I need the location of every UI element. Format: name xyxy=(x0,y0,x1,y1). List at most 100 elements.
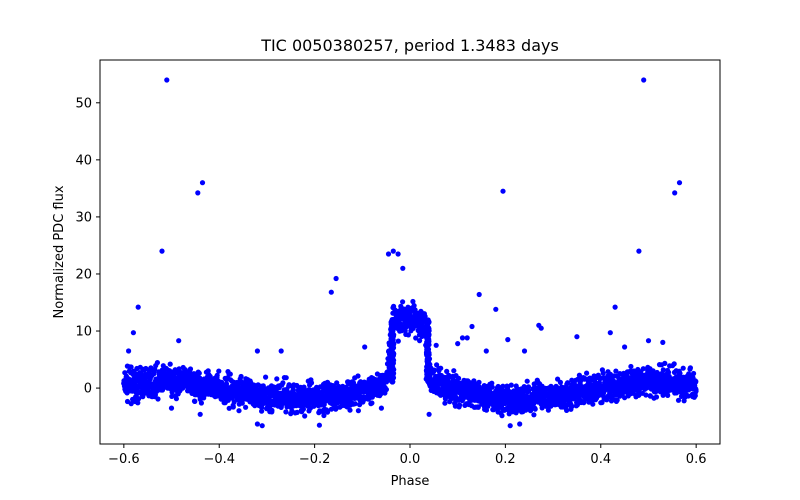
x-axis-ticks: −0.6 −0.4 −0.2 0.0 0.2 0.4 0.6 xyxy=(108,444,706,467)
data-point xyxy=(628,363,634,370)
chart-title: TIC 0050380257, period 1.3483 days xyxy=(260,36,559,55)
data-point xyxy=(198,400,204,406)
data-point xyxy=(425,375,431,381)
data-point xyxy=(636,248,642,254)
data-point xyxy=(531,412,537,418)
data-point xyxy=(557,379,564,385)
data-point xyxy=(500,383,506,389)
data-point xyxy=(499,413,505,419)
data-point xyxy=(230,404,236,410)
data-point xyxy=(195,190,201,196)
data-point xyxy=(641,77,647,83)
data-point xyxy=(607,330,613,336)
data-point xyxy=(302,413,308,419)
data-point xyxy=(457,402,463,408)
data-point xyxy=(431,367,437,373)
data-point xyxy=(355,408,361,414)
data-point xyxy=(489,384,495,390)
data-point xyxy=(574,334,580,340)
x-tick-label: 0.2 xyxy=(495,452,516,467)
data-point xyxy=(274,376,280,382)
data-point xyxy=(526,388,532,394)
data-point xyxy=(136,396,142,402)
data-point xyxy=(483,407,490,413)
data-point xyxy=(425,360,431,366)
data-point xyxy=(355,373,361,379)
data-point xyxy=(383,386,389,393)
data-point xyxy=(653,394,660,400)
y-tick-label: 40 xyxy=(75,153,92,168)
data-point xyxy=(532,406,538,412)
data-point xyxy=(283,409,289,415)
data-point xyxy=(538,325,544,331)
x-tick-label: −0.2 xyxy=(299,452,331,467)
data-point xyxy=(187,366,194,372)
data-point xyxy=(426,411,432,417)
y-axis-label: Normalized PDC flux xyxy=(52,185,67,318)
data-point xyxy=(407,310,413,316)
data-point xyxy=(400,299,406,305)
data-point xyxy=(192,398,198,404)
data-point xyxy=(662,360,668,366)
data-point xyxy=(151,370,157,377)
data-point xyxy=(476,379,482,385)
data-point xyxy=(424,332,430,338)
data-point xyxy=(476,291,482,298)
data-point xyxy=(456,375,462,381)
data-point xyxy=(154,360,160,366)
data-point xyxy=(692,393,698,399)
data-point xyxy=(693,378,699,384)
data-point xyxy=(459,335,466,341)
data-point xyxy=(671,361,677,367)
data-point xyxy=(254,348,260,354)
data-point xyxy=(564,407,570,413)
data-point xyxy=(455,341,461,347)
data-point xyxy=(301,384,307,390)
data-point xyxy=(135,400,141,406)
data-point xyxy=(199,180,206,186)
data-point xyxy=(389,333,395,339)
data-point xyxy=(517,421,523,427)
data-point xyxy=(328,289,334,295)
data-point xyxy=(420,323,426,329)
data-point xyxy=(168,405,175,411)
data-point xyxy=(369,400,375,406)
data-point xyxy=(347,407,353,413)
data-point xyxy=(333,275,339,282)
y-tick-label: 10 xyxy=(75,325,92,340)
x-tick-label: −0.6 xyxy=(108,452,140,467)
data-point xyxy=(226,405,232,411)
x-tick-label: −0.4 xyxy=(203,452,235,467)
data-point xyxy=(525,384,532,390)
data-point xyxy=(660,339,666,345)
data-point xyxy=(207,373,213,379)
data-point xyxy=(413,335,419,341)
data-point xyxy=(444,368,450,374)
data-point xyxy=(388,324,395,331)
data-point xyxy=(263,374,269,380)
data-point xyxy=(128,364,134,370)
data-point xyxy=(433,342,439,348)
data-point xyxy=(214,372,220,378)
data-point xyxy=(464,335,470,341)
data-point xyxy=(389,317,395,323)
data-point xyxy=(422,313,428,319)
data-point xyxy=(584,370,590,376)
data-point xyxy=(197,411,203,417)
data-point xyxy=(294,409,300,415)
data-point xyxy=(130,330,136,336)
data-point xyxy=(176,338,182,344)
data-point xyxy=(672,190,678,196)
data-point xyxy=(350,380,357,386)
data-point xyxy=(417,338,423,344)
data-point xyxy=(388,369,394,375)
data-point xyxy=(561,398,567,404)
data-point xyxy=(216,368,222,374)
data-point xyxy=(569,403,575,409)
x-axis-label: Phase xyxy=(391,474,430,489)
data-point xyxy=(412,307,418,313)
data-point xyxy=(687,365,694,371)
data-point xyxy=(321,412,327,419)
y-tick-label: 30 xyxy=(75,210,92,225)
